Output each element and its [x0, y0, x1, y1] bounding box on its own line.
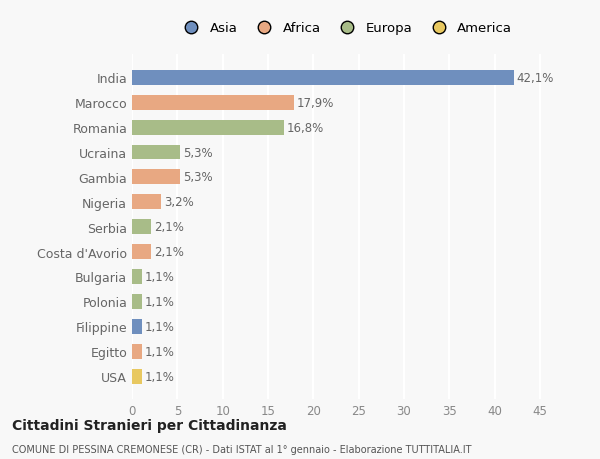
Text: 2,1%: 2,1% — [154, 221, 184, 234]
Bar — [132, 220, 151, 235]
Text: 5,3%: 5,3% — [183, 146, 212, 159]
Legend: Asia, Africa, Europa, America: Asia, Africa, Europa, America — [173, 17, 517, 40]
Bar — [132, 245, 151, 259]
Text: 17,9%: 17,9% — [297, 96, 334, 110]
Text: 1,1%: 1,1% — [145, 270, 175, 283]
Bar — [132, 269, 142, 284]
Text: COMUNE DI PESSINA CREMONESE (CR) - Dati ISTAT al 1° gennaio - Elaborazione TUTTI: COMUNE DI PESSINA CREMONESE (CR) - Dati … — [12, 444, 472, 454]
Bar — [132, 71, 514, 86]
Bar — [132, 95, 294, 111]
Bar — [132, 120, 284, 135]
Bar — [132, 170, 180, 185]
Text: 1,1%: 1,1% — [145, 295, 175, 308]
Bar — [132, 369, 142, 384]
Bar — [132, 319, 142, 334]
Bar — [132, 344, 142, 359]
Text: 42,1%: 42,1% — [517, 72, 554, 84]
Text: 1,1%: 1,1% — [145, 345, 175, 358]
Text: Cittadini Stranieri per Cittadinanza: Cittadini Stranieri per Cittadinanza — [12, 418, 287, 432]
Text: 1,1%: 1,1% — [145, 370, 175, 383]
Bar — [132, 145, 180, 160]
Text: 2,1%: 2,1% — [154, 246, 184, 258]
Text: 16,8%: 16,8% — [287, 121, 324, 134]
Text: 3,2%: 3,2% — [164, 196, 193, 209]
Text: 5,3%: 5,3% — [183, 171, 212, 184]
Bar — [132, 294, 142, 309]
Text: 1,1%: 1,1% — [145, 320, 175, 333]
Bar — [132, 195, 161, 210]
